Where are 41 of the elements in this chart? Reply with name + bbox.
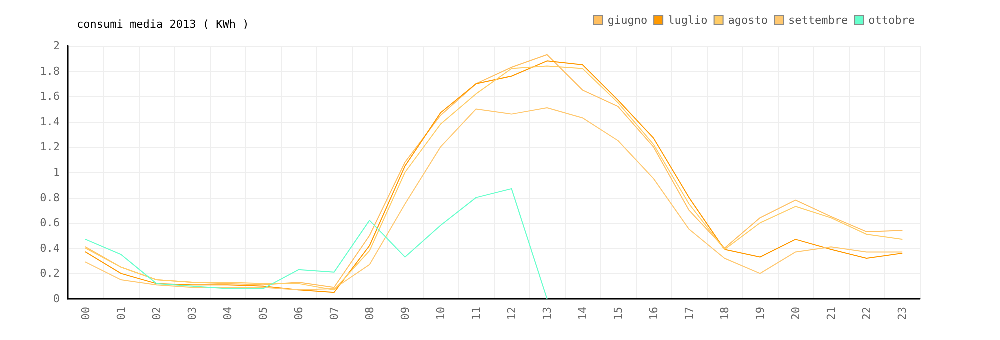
y-tick-label: 1.2 bbox=[40, 140, 60, 154]
y-tick-label: 1.8 bbox=[40, 64, 60, 78]
y-tick-label: 1 bbox=[53, 166, 60, 179]
x-tick-label: 11 bbox=[470, 307, 483, 320]
x-tick-label: 23 bbox=[896, 307, 909, 320]
y-tick-label: 1.6 bbox=[40, 90, 60, 104]
x-tick-label: 03 bbox=[186, 307, 199, 320]
x-tick-label: 04 bbox=[221, 306, 234, 320]
x-tick-label: 05 bbox=[256, 307, 270, 320]
x-tick-label: 07 bbox=[328, 307, 341, 320]
x-tick-label: 22 bbox=[860, 307, 874, 320]
x-tick-label: 00 bbox=[79, 307, 92, 320]
y-tick-label: 0.8 bbox=[40, 191, 60, 204]
x-tick-label: 12 bbox=[505, 307, 518, 320]
x-tick-label: 09 bbox=[398, 307, 412, 320]
y-tick-label: 2 bbox=[53, 40, 60, 52]
x-tick-label: 10 bbox=[434, 307, 448, 320]
legend-label: ottobre bbox=[868, 14, 915, 27]
x-tick-label: 08 bbox=[363, 307, 376, 320]
x-tick-label: 16 bbox=[647, 307, 660, 320]
x-tick-label: 20 bbox=[789, 307, 802, 320]
x-tick-label: 18 bbox=[718, 307, 732, 320]
x-tick-label: 02 bbox=[150, 307, 164, 320]
legend-label: giugno bbox=[608, 14, 648, 27]
y-tick-label: 0 bbox=[53, 292, 60, 306]
x-tick-label: 19 bbox=[754, 307, 767, 320]
y-tick-label: 0.2 bbox=[40, 267, 60, 280]
legend-label: settembre bbox=[788, 14, 848, 27]
chart-title: consumi media 2013 ( KWh ) bbox=[77, 18, 250, 31]
x-tick-label: 06 bbox=[292, 307, 306, 320]
x-tick-label: 17 bbox=[682, 307, 696, 320]
y-tick-label: 1.4 bbox=[40, 115, 60, 128]
x-tick-label: 15 bbox=[612, 307, 625, 320]
x-tick-label: 14 bbox=[576, 306, 590, 320]
legend-label: luglio bbox=[668, 14, 708, 27]
y-tick-label: 0.6 bbox=[40, 216, 60, 230]
x-tick-label: 13 bbox=[540, 307, 554, 320]
x-tick-label: 01 bbox=[114, 307, 128, 320]
legend-label: agosto bbox=[728, 14, 768, 27]
x-tick-label: 21 bbox=[824, 307, 838, 320]
y-tick-label: 0.4 bbox=[40, 242, 60, 255]
